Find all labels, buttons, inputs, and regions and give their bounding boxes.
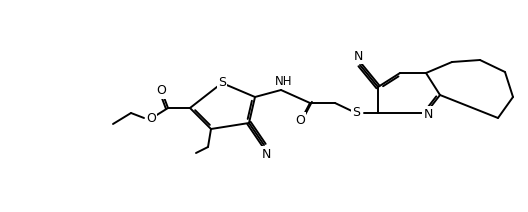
Text: S: S	[352, 106, 360, 120]
Text: N: N	[423, 107, 432, 120]
Text: O: O	[156, 85, 166, 98]
Text: NH: NH	[275, 75, 293, 88]
Text: N: N	[353, 49, 363, 63]
Text: O: O	[295, 113, 305, 127]
Text: O: O	[146, 113, 156, 126]
Text: S: S	[218, 75, 226, 88]
Text: N: N	[261, 148, 271, 160]
